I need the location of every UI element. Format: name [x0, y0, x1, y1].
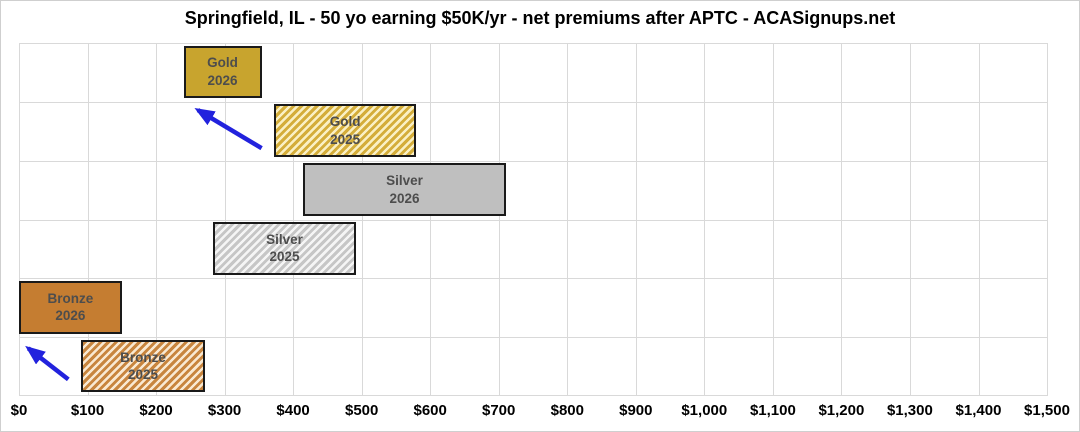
x-tick-label: $1,500	[1024, 402, 1070, 419]
bar-label-tier: Bronze	[47, 290, 94, 306]
bar-label-tier: Gold	[207, 55, 238, 71]
bar-gold-2026: Gold 2026	[183, 45, 262, 99]
gridline-vertical	[1047, 43, 1048, 396]
x-tick-label: $200	[139, 402, 173, 419]
bar-silver-2026: Silver 2026	[303, 163, 506, 216]
gridline-horizontal	[19, 160, 1047, 162]
x-axis: $0 $100 $200 $300 $400 $500 $600 $700 $800 $900 $1…	[1, 402, 1079, 426]
bar-label-year: 2025	[269, 249, 300, 265]
gridline-horizontal	[19, 278, 1047, 280]
x-tick-label: $300	[207, 402, 242, 419]
x-tick-label: $700	[482, 402, 516, 419]
x-tick-label: $1,300	[886, 402, 933, 419]
bar-bronze-2026: Bronze 2026	[19, 280, 122, 334]
x-tick-label: $1,100	[749, 402, 796, 419]
x-tick-label: $600	[413, 402, 447, 419]
x-tick-label: $1,400	[955, 402, 1002, 419]
bar-label-year: 2025	[330, 131, 361, 147]
bar-label-year: 2026	[389, 190, 420, 206]
bar-label-year: 2026	[207, 72, 238, 88]
gridline-horizontal	[19, 43, 1047, 44]
bar-silver-2025: Silver 2025	[212, 222, 357, 275]
x-tick-label: $900	[619, 402, 653, 419]
bar-label-tier: Bronze	[120, 349, 166, 365]
gridline-horizontal	[19, 395, 1047, 396]
x-tick-label: $800	[550, 402, 584, 419]
arrow-annotation-gold-2025-down-to-gold-2026	[194, 108, 263, 151]
plot-area: Gold 2026 Gold 2025 Silver 2026 Silver 2025 Bron…	[19, 43, 1048, 396]
bar-label-tier: Gold	[329, 114, 361, 130]
bar-label-tier: Silver	[386, 173, 423, 189]
gridline-horizontal	[19, 101, 1047, 103]
arrow-annotation-bronze-2025-down-to-bronze-2026	[25, 345, 70, 382]
bar-gold-2025: Gold 2025	[273, 104, 417, 158]
bar-label-tier: Silver	[266, 231, 303, 247]
bar-bronze-2025: Bronze 2025	[80, 339, 206, 393]
x-tick-label: $1,000	[681, 402, 728, 419]
x-tick-label: $1,200	[818, 402, 865, 419]
bar-label-year: 2026	[55, 308, 86, 324]
chart-title: Springfield, IL - 50 yo earning $50K/yr …	[184, 8, 896, 28]
x-tick-label: $500	[345, 402, 379, 419]
x-tick-label: $0	[10, 402, 28, 419]
x-tick-label: $100	[70, 402, 105, 419]
gridline-horizontal	[19, 337, 1047, 339]
bar-label-year: 2025	[128, 367, 159, 383]
x-tick-label: $400	[276, 402, 310, 419]
gridline-horizontal	[19, 219, 1047, 221]
